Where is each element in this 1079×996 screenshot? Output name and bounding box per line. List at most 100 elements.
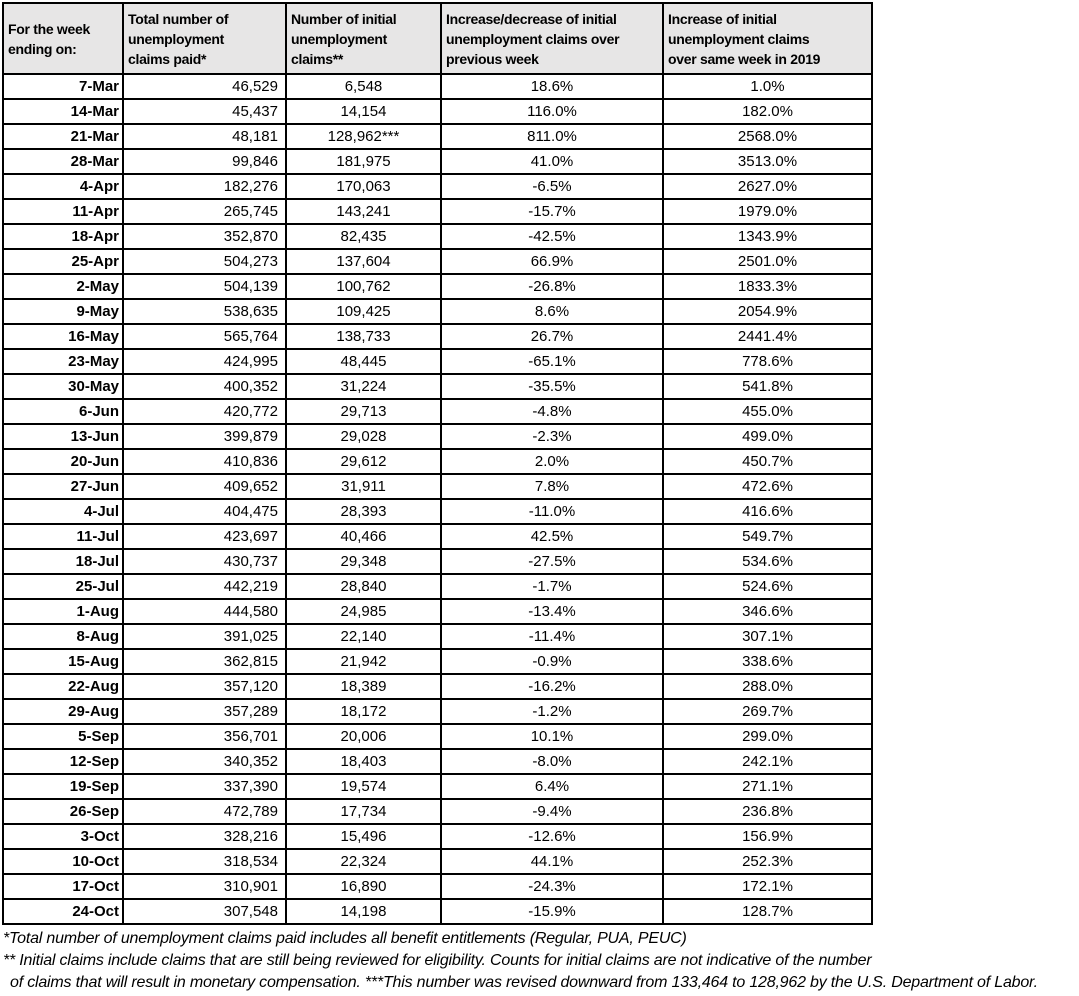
cell-week-ending: 19-Sep [2,773,124,800]
cell-initial-claims: 170,063 [285,173,442,200]
cell-week-ending: 29-Aug [2,698,124,725]
cell-wow-change: -8.0% [440,748,664,775]
table-row: 1-Aug 444,580 24,985 -13.4% 346.6% [2,598,873,625]
cell-claims-paid: 420,772 [122,398,287,425]
cell-claims-paid: 357,120 [122,673,287,700]
cell-vs-2019: 1833.3% [662,273,873,300]
cell-initial-claims: 128,962*** [285,123,442,150]
table-row: 13-Jun 399,879 29,028 -2.3% 499.0% [2,423,873,450]
cell-initial-claims: 28,840 [285,573,442,600]
cell-week-ending: 22-Aug [2,673,124,700]
table-row: 30-May 400,352 31,224 -35.5% 541.8% [2,373,873,400]
table-row: 5-Sep 356,701 20,006 10.1% 299.0% [2,723,873,750]
cell-initial-claims: 40,466 [285,523,442,550]
cell-week-ending: 1-Aug [2,598,124,625]
cell-claims-paid: 46,529 [122,73,287,100]
table-row: 11-Jul 423,697 40,466 42.5% 549.7% [2,523,873,550]
table-header: For the week ending on: Total number of … [2,2,873,75]
table-body: 7-Mar 46,529 6,548 18.6% 1.0% 14-Mar 45,437 14,… [2,73,873,925]
cell-initial-claims: 16,890 [285,873,442,900]
table-row: 18-Jul 430,737 29,348 -27.5% 534.6% [2,548,873,575]
table-row: 11-Apr 265,745 143,241 -15.7% 1979.0% [2,198,873,225]
cell-vs-2019: 242.1% [662,748,873,775]
cell-claims-paid: 318,534 [122,848,287,875]
cell-vs-2019: 288.0% [662,673,873,700]
cell-wow-change: -24.3% [440,873,664,900]
cell-week-ending: 3-Oct [2,823,124,850]
cell-initial-claims: 109,425 [285,298,442,325]
cell-wow-change: 7.8% [440,473,664,500]
cell-week-ending: 18-Jul [2,548,124,575]
cell-vs-2019: 2568.0% [662,123,873,150]
cell-initial-claims: 14,198 [285,898,442,925]
col-header-vs-2019: Increase of initial unemployment claims … [662,2,873,75]
cell-claims-paid: 48,181 [122,123,287,150]
table-row: 14-Mar 45,437 14,154 116.0% 182.0% [2,98,873,125]
cell-claims-paid: 99,846 [122,148,287,175]
cell-vs-2019: 778.6% [662,348,873,375]
cell-claims-paid: 400,352 [122,373,287,400]
table-row: 21-Mar 48,181 128,962*** 811.0% 2568.0% [2,123,873,150]
cell-week-ending: 30-May [2,373,124,400]
cell-claims-paid: 423,697 [122,523,287,550]
cell-claims-paid: 504,273 [122,248,287,275]
cell-week-ending: 24-Oct [2,898,124,925]
cell-claims-paid: 352,870 [122,223,287,250]
cell-initial-claims: 22,324 [285,848,442,875]
cell-initial-claims: 143,241 [285,198,442,225]
cell-week-ending: 10-Oct [2,848,124,875]
cell-initial-claims: 31,911 [285,473,442,500]
cell-vs-2019: 2627.0% [662,173,873,200]
cell-week-ending: 4-Jul [2,498,124,525]
table-row: 18-Apr 352,870 82,435 -42.5% 1343.9% [2,223,873,250]
cell-wow-change: 6.4% [440,773,664,800]
cell-wow-change: 116.0% [440,98,664,125]
cell-week-ending: 20-Jun [2,448,124,475]
table-row: 26-Sep 472,789 17,734 -9.4% 236.8% [2,798,873,825]
cell-wow-change: 10.1% [440,723,664,750]
cell-week-ending: 9-May [2,298,124,325]
cell-vs-2019: 416.6% [662,498,873,525]
cell-vs-2019: 2054.9% [662,298,873,325]
cell-wow-change: 18.6% [440,73,664,100]
cell-initial-claims: 6,548 [285,73,442,100]
cell-wow-change: -42.5% [440,223,664,250]
cell-claims-paid: 409,652 [122,473,287,500]
cell-initial-claims: 29,028 [285,423,442,450]
cell-wow-change: -11.4% [440,623,664,650]
cell-wow-change: -13.4% [440,598,664,625]
cell-week-ending: 8-Aug [2,623,124,650]
cell-initial-claims: 100,762 [285,273,442,300]
cell-claims-paid: 328,216 [122,823,287,850]
cell-initial-claims: 19,574 [285,773,442,800]
cell-initial-claims: 18,403 [285,748,442,775]
cell-initial-claims: 20,006 [285,723,442,750]
cell-week-ending: 26-Sep [2,798,124,825]
cell-claims-paid: 391,025 [122,623,287,650]
table-row: 9-May 538,635 109,425 8.6% 2054.9% [2,298,873,325]
cell-initial-claims: 17,734 [285,798,442,825]
table-row: 4-Jul 404,475 28,393 -11.0% 416.6% [2,498,873,525]
cell-vs-2019: 524.6% [662,573,873,600]
table-row: 10-Oct 318,534 22,324 44.1% 252.3% [2,848,873,875]
table-row: 15-Aug 362,815 21,942 -0.9% 338.6% [2,648,873,675]
cell-week-ending: 25-Jul [2,573,124,600]
cell-claims-paid: 538,635 [122,298,287,325]
cell-wow-change: -15.9% [440,898,664,925]
col-header-wow-change: Increase/decrease of initial unemploymen… [440,2,664,75]
cell-vs-2019: 455.0% [662,398,873,425]
cell-initial-claims: 29,348 [285,548,442,575]
cell-week-ending: 18-Apr [2,223,124,250]
cell-week-ending: 11-Jul [2,523,124,550]
cell-wow-change: -4.8% [440,398,664,425]
table-row: 4-Apr 182,276 170,063 -6.5% 2627.0% [2,173,873,200]
cell-wow-change: -2.3% [440,423,664,450]
cell-week-ending: 15-Aug [2,648,124,675]
col-header-initial-claims: Number of initial unemployment claims** [285,2,442,75]
cell-initial-claims: 28,393 [285,498,442,525]
cell-vs-2019: 346.6% [662,598,873,625]
cell-week-ending: 12-Sep [2,748,124,775]
table-row: 17-Oct 310,901 16,890 -24.3% 172.1% [2,873,873,900]
cell-vs-2019: 450.7% [662,448,873,475]
